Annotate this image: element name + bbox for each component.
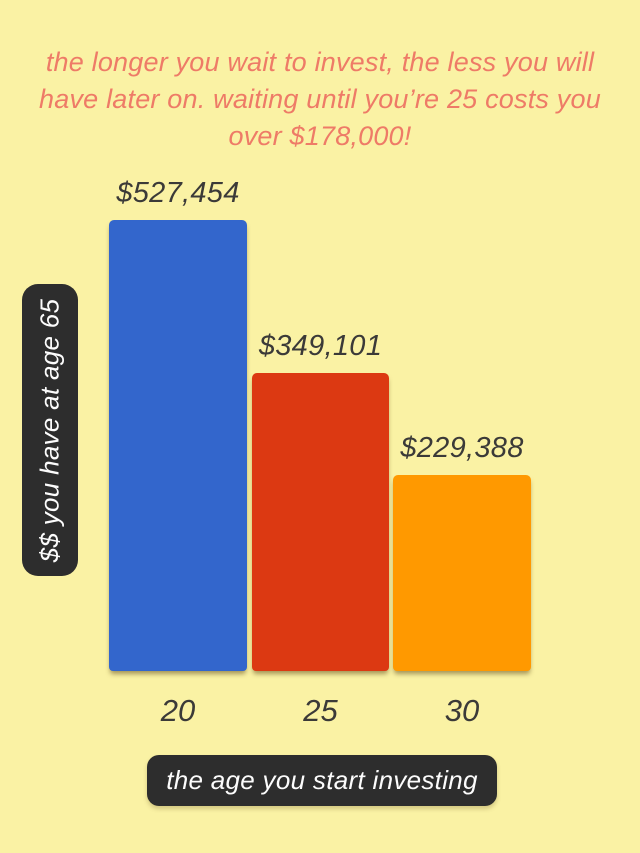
bar-value-label-age-30: $229,388 <box>400 432 524 464</box>
bar-age-20 <box>109 220 247 671</box>
bar-age-25 <box>252 373 389 671</box>
y-axis-label-badge: $$ you have at age 65 <box>22 284 78 576</box>
bar-group-age-30: $229,388 30 <box>393 431 531 728</box>
x-tick-age-20: 20 <box>160 693 196 728</box>
bar-value-label-age-20: $527,454 <box>116 177 240 209</box>
bar-age-30 <box>393 475 531 671</box>
x-tick-age-25: 25 <box>303 693 338 728</box>
chart-title: the longer you wait to invest, the less … <box>0 44 640 155</box>
x-axis-label-badge: the age you start investing <box>147 755 497 806</box>
bar-group-age-25: $349,101 25 <box>252 329 389 728</box>
bar-value-label-age-25: $349,101 <box>258 330 383 362</box>
chart-title-line-3: over $178,000! <box>228 121 412 151</box>
bar-group-age-20: $527,454 20 <box>109 176 247 728</box>
chart-title-line-1: the longer you wait to invest, the less … <box>45 47 595 77</box>
chart-title-line-2: have later on. waiting until you’re 25 c… <box>39 84 601 114</box>
x-tick-age-30: 30 <box>444 693 480 728</box>
x-axis-label: the age you start investing <box>166 765 478 795</box>
